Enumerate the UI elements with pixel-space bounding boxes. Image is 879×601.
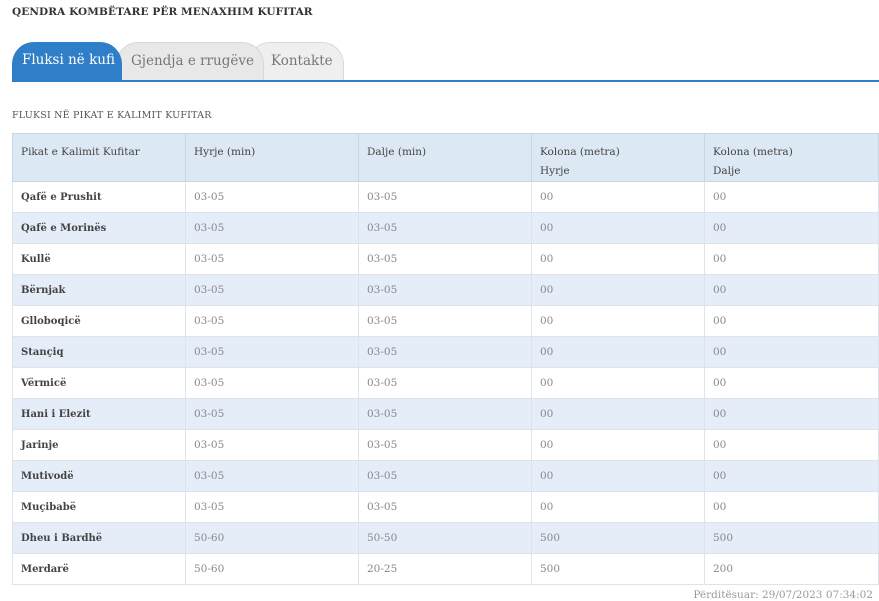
cell-queue-entry: 500 [531, 553, 705, 585]
table-row: Dheu i Bardhë 50-60 50-50 500 500 [12, 522, 879, 554]
cell-queue-entry: 00 [531, 398, 705, 430]
cell-border-point-name: Kullë [12, 243, 186, 275]
cell-border-point-name: Vërmicë [12, 367, 186, 399]
cell-exit-time: 03-05 [358, 429, 532, 461]
cell-queue-exit: 00 [704, 181, 879, 213]
cell-exit-time: 03-05 [358, 212, 532, 244]
cell-entry-time: 03-05 [185, 274, 359, 306]
cell-exit-time: 03-05 [358, 367, 532, 399]
tab-kontakte[interactable]: Kontakte [248, 42, 344, 80]
cell-queue-entry: 00 [531, 367, 705, 399]
tab-bar: Fluksi në kufi Gjendja e rrugëve Kontakt… [12, 42, 879, 82]
cell-entry-time: 03-05 [185, 181, 359, 213]
cell-exit-time: 03-05 [358, 305, 532, 337]
cell-queue-entry: 00 [531, 460, 705, 492]
cell-queue-entry: 00 [531, 305, 705, 337]
page-title: QENDRA KOMBËTARE PËR MENAXHIM KUFITAR [12, 6, 313, 18]
table-row: Qafë e Morinës 03-05 03-05 00 00 [12, 212, 879, 244]
table-row: Hani i Elezit 03-05 03-05 00 00 [12, 398, 879, 430]
section-title: FLUKSI NË PIKAT E KALIMIT KUFITAR [12, 110, 212, 121]
cell-queue-entry: 00 [531, 212, 705, 244]
column-header-queue-exit: Kolona (metra) Dalje [704, 133, 879, 182]
cell-queue-exit: 200 [704, 553, 879, 585]
tab-fluksi-ne-kufi[interactable]: Fluksi në kufi [12, 42, 122, 80]
cell-queue-exit: 00 [704, 367, 879, 399]
table-row: Muçibabë 03-05 03-05 00 00 [12, 491, 879, 523]
cell-entry-time: 50-60 [185, 553, 359, 585]
tab-gjendja-e-rrugeve[interactable]: Gjendja e rrugëve [116, 42, 264, 80]
cell-queue-exit: 00 [704, 429, 879, 461]
cell-border-point-name: Jarinje [12, 429, 186, 461]
cell-queue-exit: 00 [704, 491, 879, 523]
cell-exit-time: 50-50 [358, 522, 532, 554]
cell-exit-time: 03-05 [358, 181, 532, 213]
table-row: Mutivodë 03-05 03-05 00 00 [12, 460, 879, 492]
cell-queue-entry: 00 [531, 336, 705, 368]
table-row: Glloboqicë 03-05 03-05 00 00 [12, 305, 879, 337]
cell-exit-time: 03-05 [358, 491, 532, 523]
cell-queue-exit: 00 [704, 460, 879, 492]
table-row: Qafë e Prushit 03-05 03-05 00 00 [12, 181, 879, 213]
column-header-border-point: Pikat e Kalimit Kufitar [12, 133, 186, 182]
cell-queue-exit: 00 [704, 305, 879, 337]
cell-entry-time: 03-05 [185, 460, 359, 492]
cell-exit-time: 03-05 [358, 460, 532, 492]
cell-entry-time: 03-05 [185, 398, 359, 430]
cell-entry-time: 03-05 [185, 367, 359, 399]
cell-border-point-name: Mutivodë [12, 460, 186, 492]
cell-queue-entry: 00 [531, 274, 705, 306]
cell-queue-entry: 00 [531, 491, 705, 523]
cell-border-point-name: Bërnjak [12, 274, 186, 306]
table-body: Qafë e Prushit 03-05 03-05 00 00 Qafë e Morin… [12, 181, 879, 585]
column-header-queue-entry: Kolona (metra) Hyrje [531, 133, 705, 182]
cell-exit-time: 03-05 [358, 336, 532, 368]
cell-queue-entry: 00 [531, 429, 705, 461]
cell-queue-exit: 00 [704, 336, 879, 368]
cell-entry-time: 50-60 [185, 522, 359, 554]
cell-entry-time: 03-05 [185, 429, 359, 461]
cell-entry-time: 03-05 [185, 305, 359, 337]
cell-queue-exit: 00 [704, 243, 879, 275]
column-header-entry-min: Hyrje (min) [185, 133, 359, 182]
last-updated-timestamp: Përditësuar: 29/07/2023 07:34:02 [693, 589, 873, 601]
cell-queue-entry: 00 [531, 181, 705, 213]
table-row: Merdarë 50-60 20-25 500 200 [12, 553, 879, 585]
border-flux-table: Pikat e Kalimit Kufitar Hyrje (min) Dalj… [12, 133, 879, 585]
cell-entry-time: 03-05 [185, 212, 359, 244]
cell-border-point-name: Muçibabë [12, 491, 186, 523]
table-row: Kullë 03-05 03-05 00 00 [12, 243, 879, 275]
cell-border-point-name: Qafë e Morinës [12, 212, 186, 244]
cell-exit-time: 03-05 [358, 398, 532, 430]
cell-exit-time: 03-05 [358, 274, 532, 306]
cell-entry-time: 03-05 [185, 491, 359, 523]
cell-entry-time: 03-05 [185, 336, 359, 368]
cell-border-point-name: Stançiq [12, 336, 186, 368]
table-header-row: Pikat e Kalimit Kufitar Hyrje (min) Dalj… [12, 133, 879, 182]
cell-border-point-name: Hani i Elezit [12, 398, 186, 430]
cell-border-point-name: Dheu i Bardhë [12, 522, 186, 554]
cell-border-point-name: Merdarë [12, 553, 186, 585]
table-row: Bërnjak 03-05 03-05 00 00 [12, 274, 879, 306]
cell-exit-time: 03-05 [358, 243, 532, 275]
cell-border-point-name: Qafë e Prushit [12, 181, 186, 213]
cell-queue-exit: 00 [704, 212, 879, 244]
cell-exit-time: 20-25 [358, 553, 532, 585]
cell-queue-exit: 500 [704, 522, 879, 554]
cell-queue-entry: 500 [531, 522, 705, 554]
cell-entry-time: 03-05 [185, 243, 359, 275]
cell-queue-exit: 00 [704, 274, 879, 306]
table-row: Vërmicë 03-05 03-05 00 00 [12, 367, 879, 399]
table-row: Jarinje 03-05 03-05 00 00 [12, 429, 879, 461]
cell-queue-entry: 00 [531, 243, 705, 275]
table-row: Stançiq 03-05 03-05 00 00 [12, 336, 879, 368]
cell-queue-exit: 00 [704, 398, 879, 430]
column-header-exit-min: Dalje (min) [358, 133, 532, 182]
cell-border-point-name: Glloboqicë [12, 305, 186, 337]
